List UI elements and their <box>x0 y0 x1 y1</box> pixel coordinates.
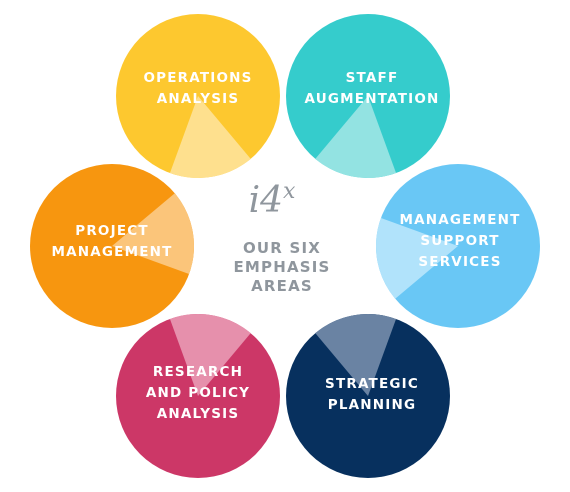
area-wedge-project <box>112 193 195 275</box>
area-label-project-1: PROJECT <box>75 223 149 239</box>
area-operations: OPERATIONS ANALYSIS <box>116 14 280 178</box>
center-line-2: EMPHASIS <box>233 258 330 276</box>
area-staff: STAFF AUGMENTATION <box>286 14 450 178</box>
area-label-strategic-2: PLANNING <box>328 397 417 413</box>
logo-main: i4 <box>249 180 283 221</box>
center-line-3: AREAS <box>251 277 313 295</box>
area-project: PROJECT MANAGEMENT <box>30 164 195 328</box>
area-wedge-management-support <box>376 217 458 299</box>
area-label-operations-1: OPERATIONS <box>143 70 252 86</box>
center-line-1: OUR SIX <box>243 239 321 257</box>
area-label-staff-1: STAFF <box>346 70 399 86</box>
logo-superscript: x <box>283 179 296 204</box>
area-label-research-1: RESEARCH <box>153 364 243 380</box>
area-wedge-strategic <box>315 314 397 396</box>
area-label-strategic-1: STRATEGIC <box>325 376 419 392</box>
area-label-management-support-2: SUPPORT <box>420 233 499 249</box>
area-label-research-2: AND POLICY <box>146 385 250 401</box>
area-label-management-support-3: SERVICES <box>418 254 501 270</box>
area-label-research-3: ANALYSIS <box>157 406 240 422</box>
area-label-management-support-1: MANAGEMENT <box>399 212 520 228</box>
i4x-logo: i4x <box>249 179 296 221</box>
area-wedge-operations <box>169 96 251 178</box>
center-block: i4x OUR SIX EMPHASIS AREAS <box>233 179 330 295</box>
area-strategic: STRATEGIC PLANNING <box>286 314 450 478</box>
area-management-support: MANAGEMENT SUPPORT SERVICES <box>376 164 540 328</box>
area-wedge-research <box>169 314 251 396</box>
area-label-project-2: MANAGEMENT <box>51 244 172 260</box>
area-research: RESEARCH AND POLICY ANALYSIS <box>116 314 280 478</box>
area-label-staff-2: AUGMENTATION <box>305 91 440 107</box>
area-wedge-staff <box>315 96 397 178</box>
area-label-operations-2: ANALYSIS <box>157 91 240 107</box>
circles-layer: OPERATIONS ANALYSIS STAFF AUGMENTATION MANAG… <box>30 14 540 478</box>
